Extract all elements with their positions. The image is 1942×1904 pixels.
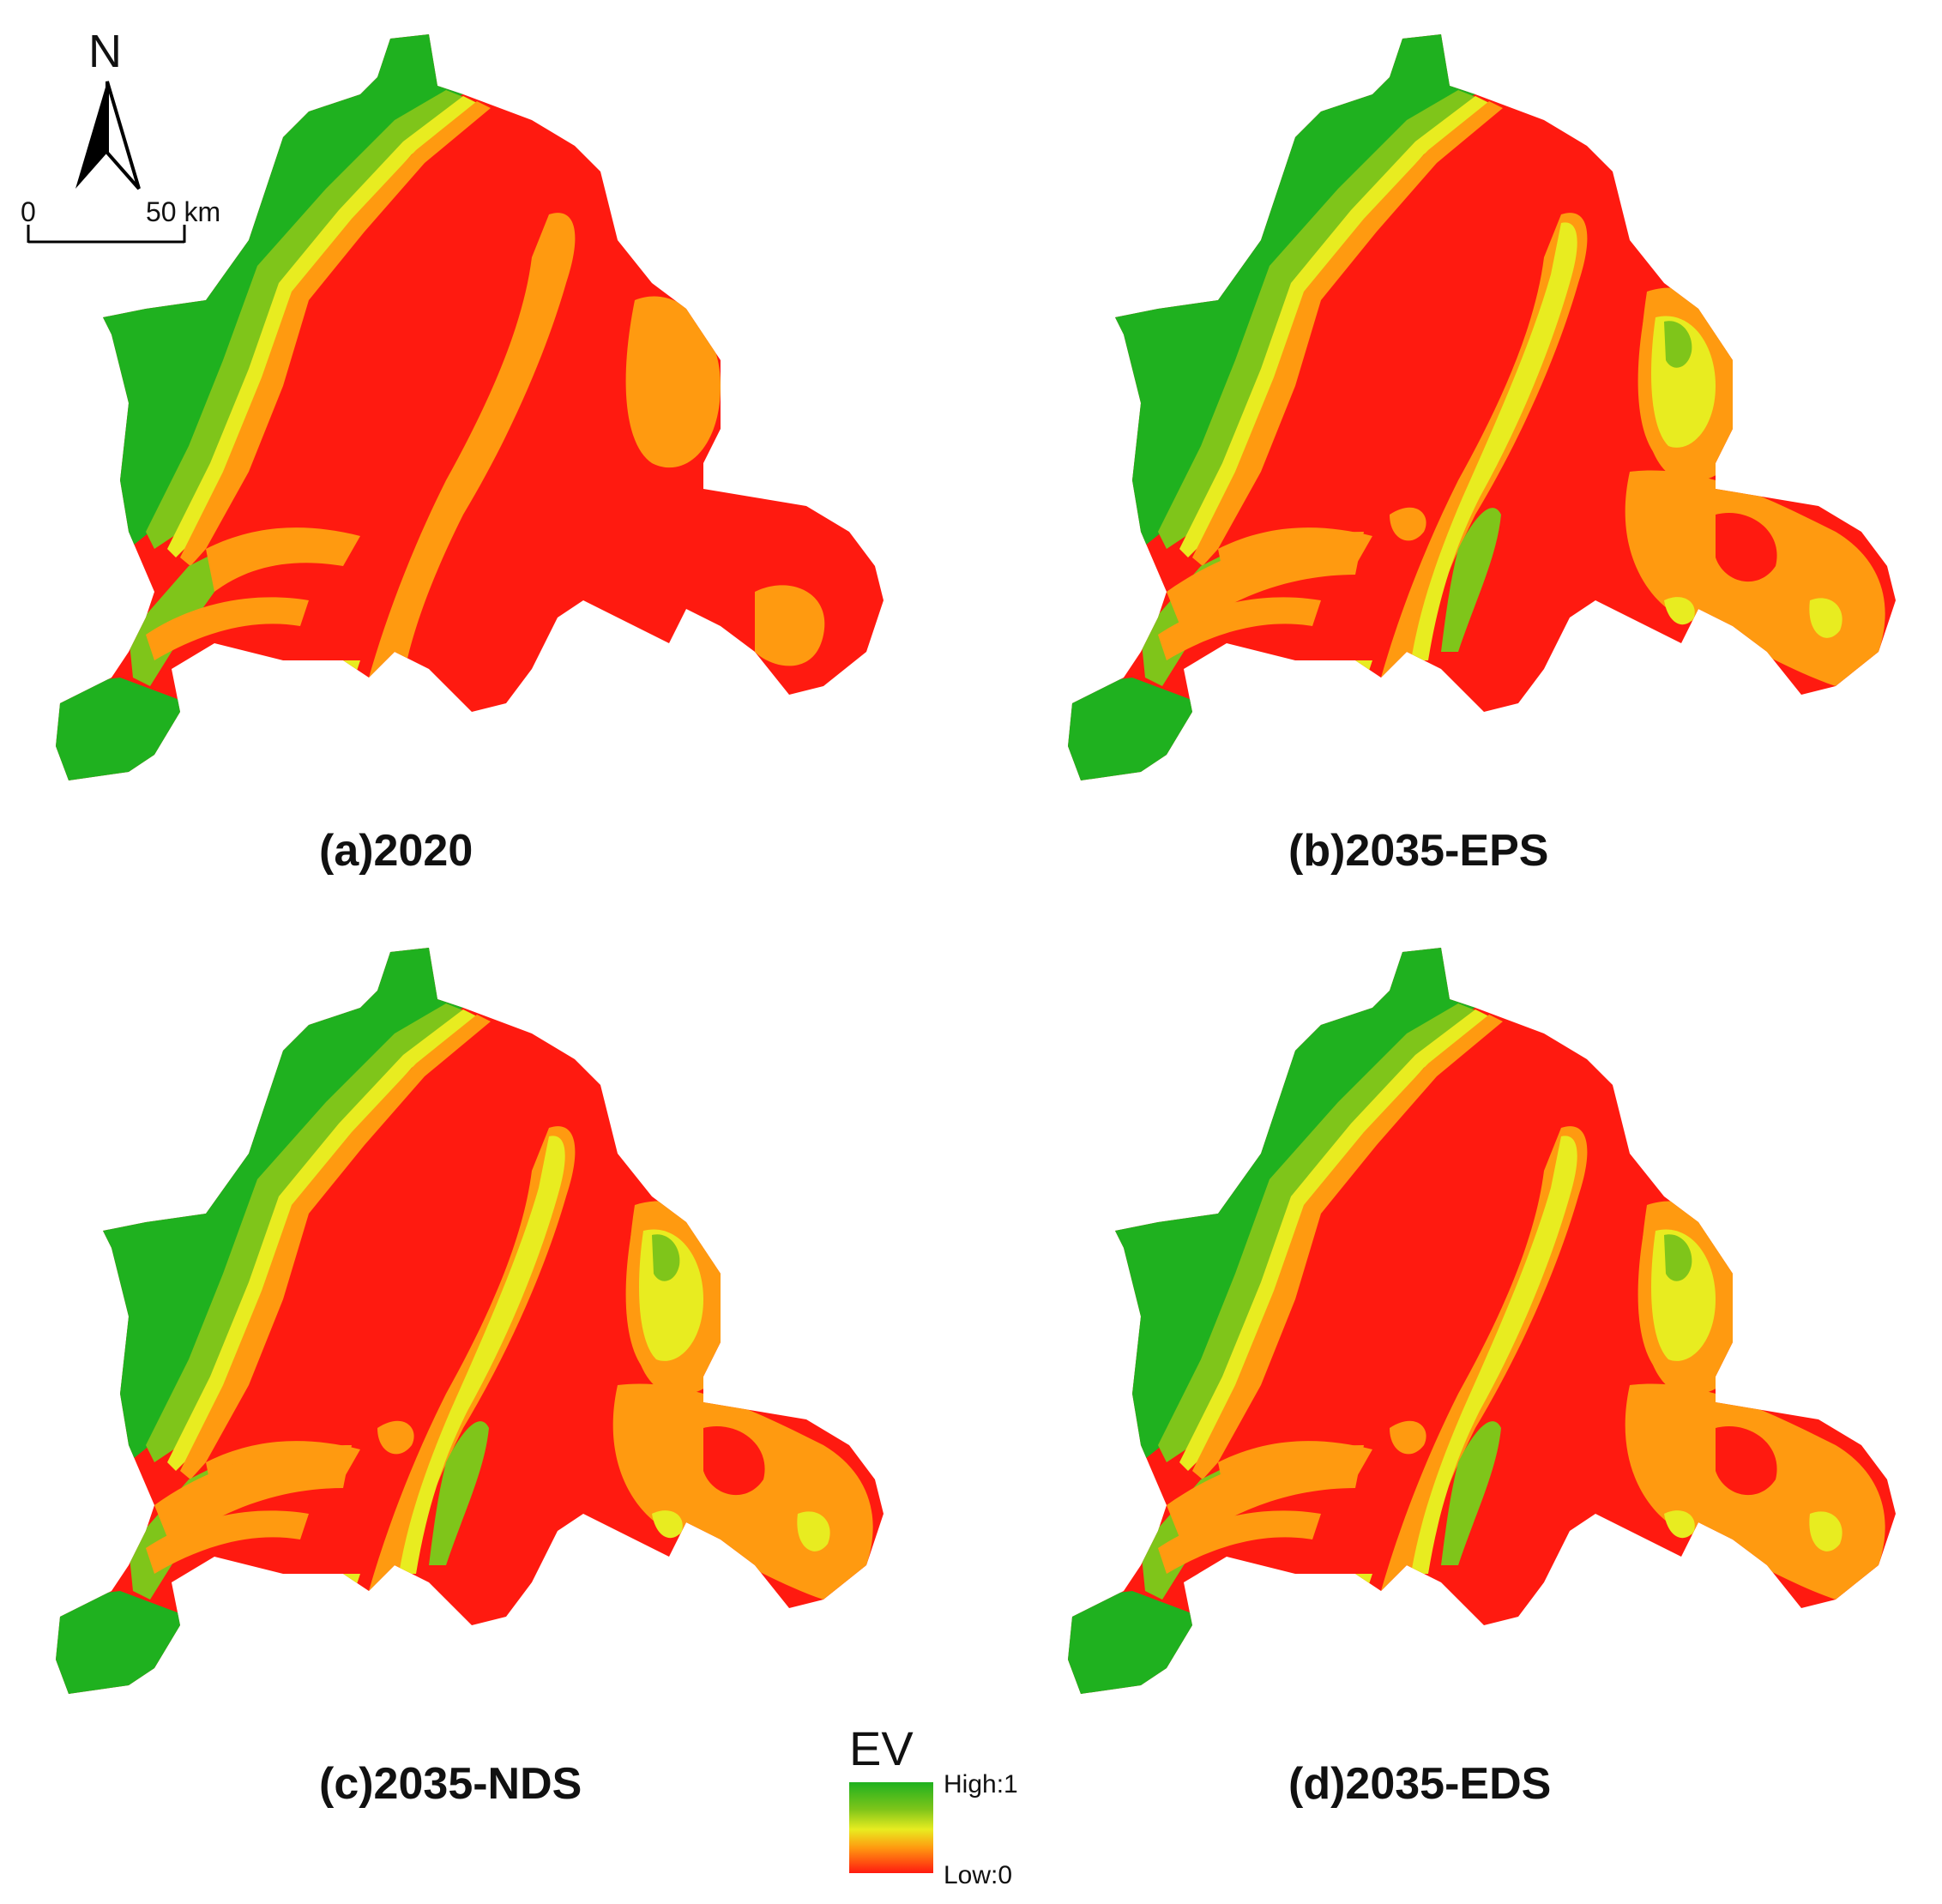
- panel-title-b: (b)2035-EPS: [1288, 826, 1549, 876]
- legend-high-label: High:1: [944, 1770, 1018, 1799]
- panel-title-a: (a)2020: [319, 826, 473, 876]
- map-panel-d: [1064, 948, 1896, 1702]
- scale-end-label: 50 km: [146, 196, 220, 227]
- map-panel-a: [51, 34, 884, 789]
- map-panel-b: [1064, 34, 1896, 789]
- panel-title-d: (d)2035-EDS: [1288, 1759, 1552, 1809]
- map-panel-c: [51, 948, 884, 1702]
- scale-start-label: 0: [21, 196, 36, 227]
- scale-bar: 0 50 km: [21, 196, 220, 244]
- legend-title: EV: [849, 1721, 914, 1775]
- north-label: N: [88, 26, 122, 77]
- north-arrow-icon: N: [75, 26, 141, 190]
- panel-title-c: (c)2035-NDS: [319, 1759, 582, 1809]
- legend-color-ramp: [849, 1782, 933, 1873]
- legend-low-label: Low:0: [944, 1861, 1013, 1889]
